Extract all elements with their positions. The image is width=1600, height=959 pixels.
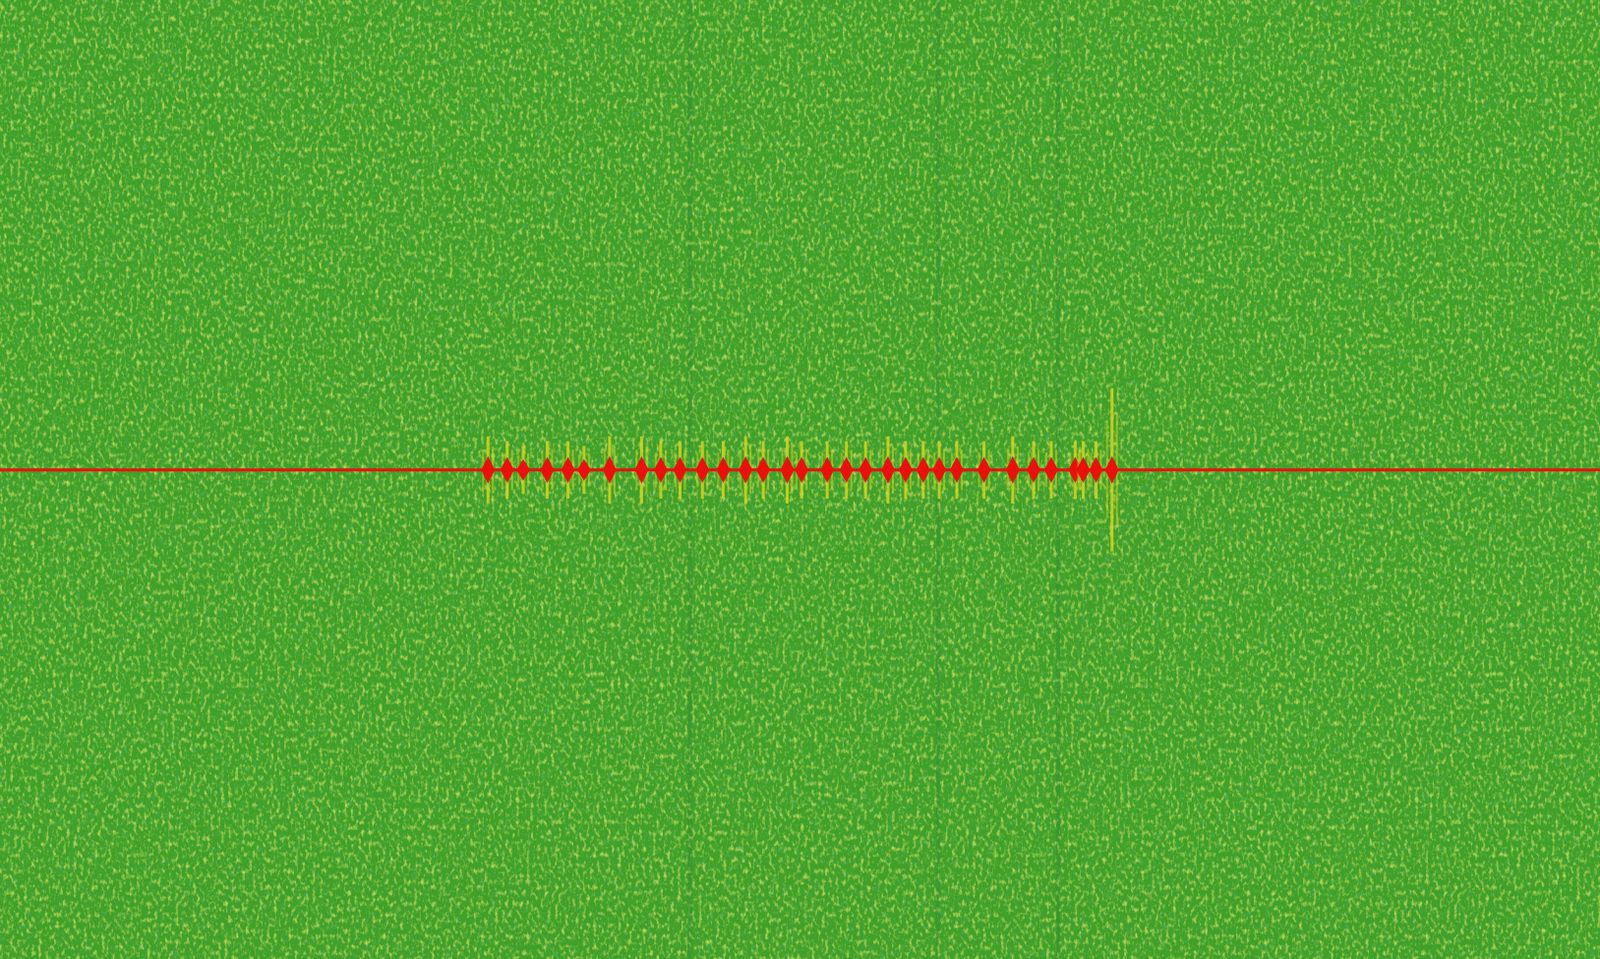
carrier xyxy=(0,468,1600,472)
noise-dark xyxy=(0,0,1600,959)
plot xyxy=(0,388,1600,552)
background xyxy=(0,0,1600,959)
stripe xyxy=(688,0,693,959)
noise-yellow xyxy=(0,0,1600,959)
stripe xyxy=(1056,0,1061,959)
spectrogram xyxy=(0,0,1600,959)
